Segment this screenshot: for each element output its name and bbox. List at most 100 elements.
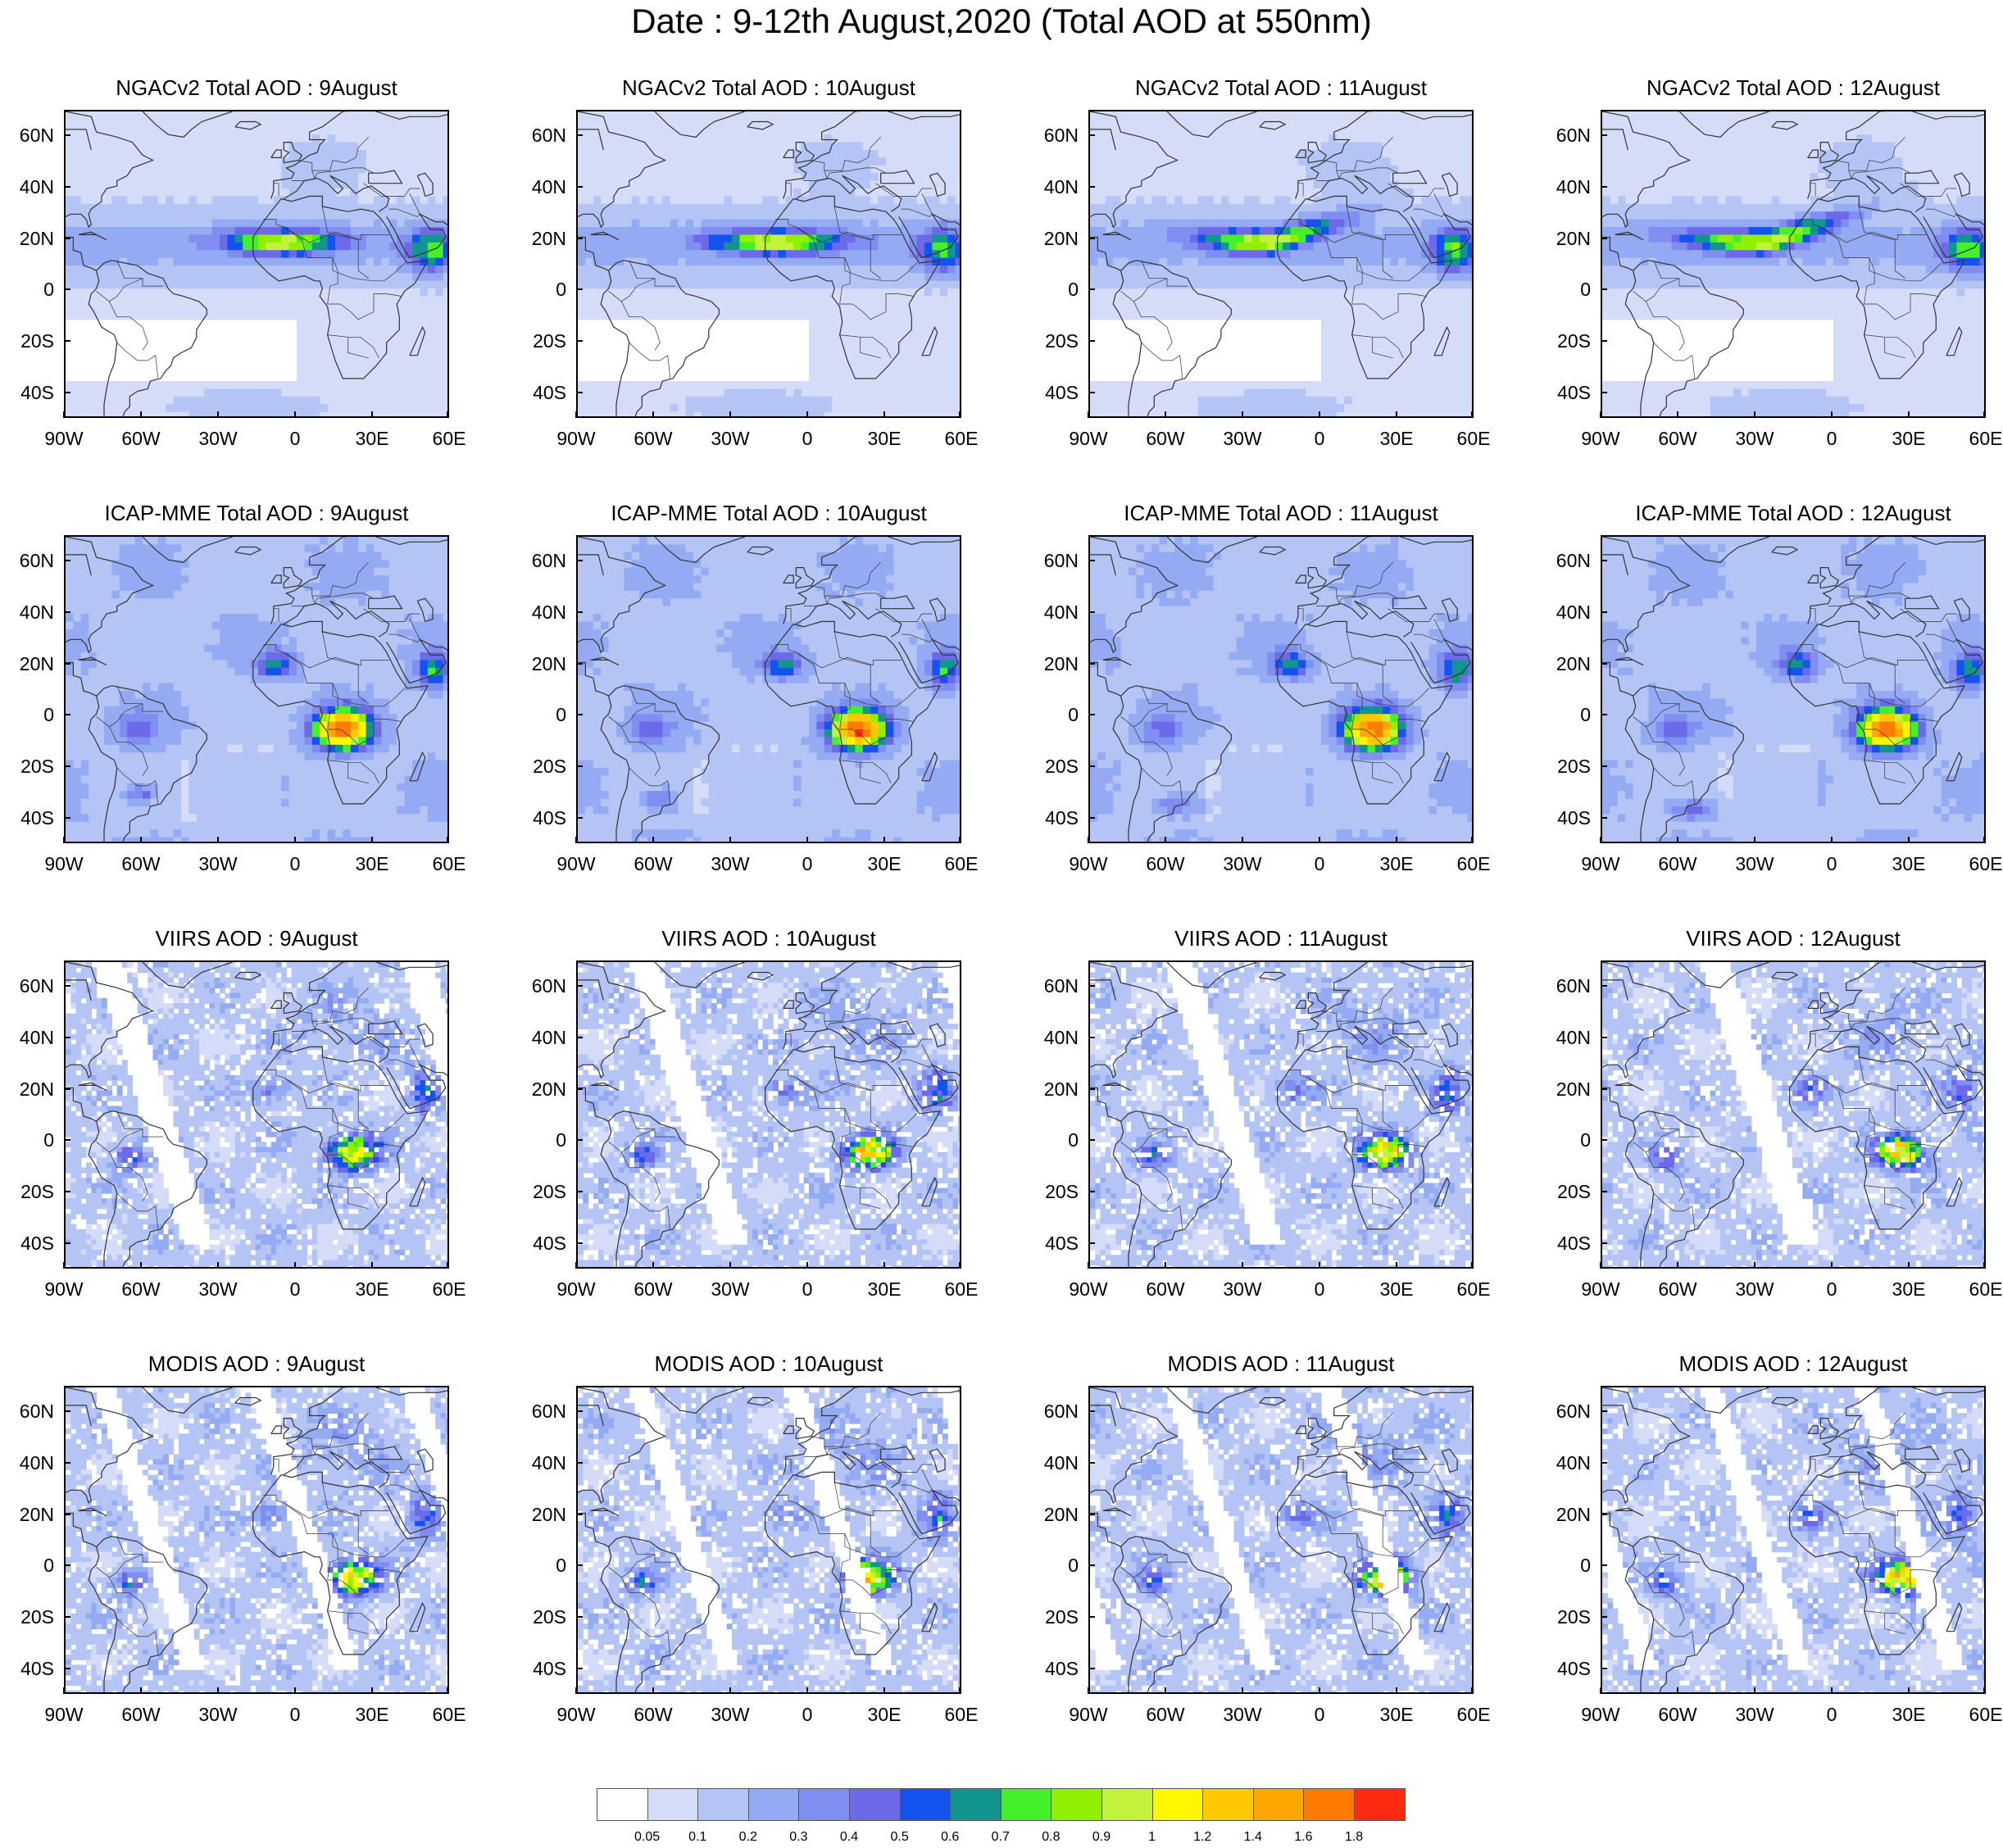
lat-tick-mark: [64, 1037, 70, 1038]
lon-tick-label: 60W: [112, 428, 170, 449]
lon-tick-mark: [1471, 411, 1473, 418]
lat-tick-mark: [1601, 816, 1607, 819]
lat-tick-label: 20N: [1034, 228, 1079, 249]
lon-tick-label: 60E: [1957, 853, 2003, 874]
coastlines: [1090, 1387, 1472, 1692]
lat-tick-label: 0: [10, 279, 54, 300]
coastlines: [578, 1387, 960, 1692]
lat-tick-mark: [64, 1191, 70, 1192]
lat-tick-label: 0: [1034, 1129, 1079, 1151]
lat-tick-label: 20S: [1034, 1181, 1079, 1202]
lon-tick-label: 60W: [625, 1278, 682, 1300]
aod-map: [1602, 537, 1984, 842]
aod-field: [1602, 537, 1984, 842]
lat-tick-label: 0: [1034, 704, 1079, 725]
lat-tick-mark: [576, 391, 583, 393]
lon-tick-mark: [1165, 411, 1166, 418]
lat-tick-mark: [576, 1616, 583, 1618]
lon-tick-mark: [959, 1687, 961, 1694]
map-plot-area: [1088, 110, 1474, 418]
lon-tick-mark: [959, 837, 961, 843]
lat-tick-label: 20S: [522, 756, 566, 777]
lon-tick-label: 60W: [1137, 1704, 1194, 1725]
map-plot-area: [64, 110, 449, 418]
lon-tick-label: 0: [1291, 1704, 1348, 1725]
panel-title: ICAP-MME Total AOD : 12August: [1601, 501, 1986, 525]
lon-tick-mark: [63, 1687, 65, 1694]
lon-tick-label: 60W: [112, 1704, 170, 1725]
lon-tick-label: 60E: [933, 1704, 990, 1725]
lon-tick-mark: [652, 411, 654, 418]
lat-tick-label: 0: [522, 1129, 566, 1151]
lat-tick-label: 20S: [1034, 1606, 1079, 1628]
panel-title: NGACv2 Total AOD : 12August: [1601, 75, 1986, 100]
lon-tick-label: 60W: [1649, 428, 1706, 449]
lat-tick-label: 40N: [1034, 602, 1079, 623]
aod-field: [66, 962, 447, 1267]
lon-tick-mark: [1165, 1262, 1166, 1269]
lat-tick-mark: [1601, 1087, 1607, 1090]
lon-tick-label: 60E: [1957, 428, 2003, 449]
colorbar-swatch: [1000, 1788, 1052, 1821]
lon-tick-label: 30W: [189, 428, 247, 449]
lon-tick-mark: [729, 1262, 731, 1269]
lat-tick-label: 20S: [1547, 1181, 1591, 1202]
lat-tick-mark: [64, 1513, 70, 1515]
lat-tick-label: 20S: [1034, 756, 1079, 777]
lon-tick-mark: [729, 837, 731, 843]
lon-tick-label: 30E: [1880, 428, 1937, 449]
lat-tick-label: 20S: [522, 1181, 566, 1202]
lat-tick-label: 0: [1547, 1555, 1591, 1576]
lon-tick-mark: [1754, 1687, 1755, 1694]
aod-map: [66, 537, 447, 842]
lon-tick-mark: [1600, 411, 1601, 418]
colorbar-label: 0.7: [980, 1830, 1021, 1845]
panel-title: MODIS AOD : 10August: [576, 1351, 961, 1376]
lon-tick-mark: [1396, 837, 1397, 843]
lat-tick-label: 40N: [522, 1452, 566, 1473]
lat-tick-label: 20N: [1547, 653, 1591, 674]
lat-tick-mark: [576, 186, 583, 188]
lat-tick-mark: [1088, 662, 1095, 665]
lon-tick-mark: [1908, 411, 1910, 418]
lon-tick-label: 30W: [1214, 853, 1271, 874]
lat-tick-label: 40S: [1547, 382, 1591, 403]
colorbar-swatch: [747, 1788, 800, 1821]
lon-tick-mark: [1831, 1687, 1833, 1694]
lon-tick-mark: [1677, 837, 1678, 843]
lat-tick-mark: [64, 662, 70, 665]
lon-tick-label: 30E: [343, 1704, 401, 1725]
lon-tick-mark: [652, 1262, 654, 1269]
lat-tick-mark: [64, 1667, 70, 1669]
panel-title: NGACv2 Total AOD : 9August: [64, 75, 449, 100]
lon-tick-label: 30W: [702, 1704, 759, 1725]
lat-tick-mark: [64, 714, 70, 716]
lon-tick-mark: [294, 1687, 296, 1694]
lat-tick-label: 40N: [1547, 602, 1591, 623]
lat-tick-label: 60N: [1547, 975, 1591, 997]
coastlines: [578, 962, 960, 1267]
lon-tick-mark: [140, 411, 142, 418]
lon-tick-mark: [1754, 411, 1755, 418]
lon-tick-label: 0: [779, 428, 836, 449]
lon-tick-label: 60E: [1445, 428, 1502, 449]
lon-tick-label: 30W: [189, 1704, 247, 1725]
lon-tick-label: 30W: [702, 853, 759, 874]
lat-tick-mark: [576, 1462, 583, 1464]
lon-tick-label: 0: [1291, 853, 1348, 874]
lat-tick-label: 20N: [10, 1504, 54, 1525]
lat-tick-mark: [1601, 186, 1607, 188]
lon-tick-mark: [1319, 1687, 1320, 1694]
lat-tick-label: 40N: [1547, 1027, 1591, 1048]
lon-tick-label: 60E: [420, 1704, 478, 1725]
lon-tick-mark: [1319, 411, 1320, 418]
lat-tick-mark: [64, 288, 70, 291]
lon-tick-mark: [806, 411, 808, 418]
lat-tick-label: 60N: [1547, 1401, 1591, 1422]
lon-tick-mark: [1983, 1687, 1985, 1694]
lon-tick-mark: [1471, 1262, 1473, 1269]
lon-tick-label: 90W: [1572, 428, 1629, 449]
lat-tick-label: 40N: [522, 602, 566, 623]
lat-tick-label: 60N: [1034, 975, 1079, 997]
lat-tick-mark: [1088, 237, 1095, 239]
